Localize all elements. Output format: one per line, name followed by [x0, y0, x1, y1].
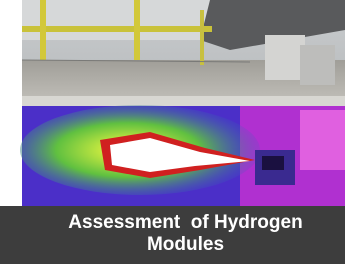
caption: Assessment of Hydrogen Modules [0, 206, 345, 264]
slide: Assessment of Hydrogen Modules [0, 0, 345, 264]
site-photo [22, 0, 345, 106]
images [0, 0, 345, 206]
thermal-image [20, 105, 345, 206]
